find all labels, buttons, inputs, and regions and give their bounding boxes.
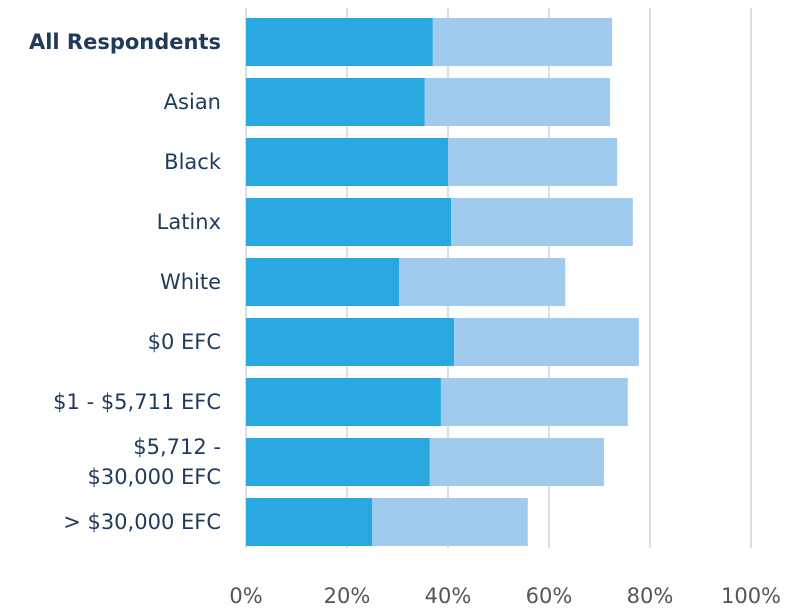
bar-segment	[246, 138, 448, 186]
x-tick-label: 0%	[229, 584, 262, 608]
bar-segment	[246, 258, 400, 306]
bar-segment	[424, 78, 611, 126]
bar-segment	[429, 438, 605, 486]
bar-segment	[246, 438, 430, 486]
category-label: $0 EFC	[147, 330, 221, 354]
bar-segment	[432, 18, 613, 66]
bar-segment	[246, 78, 425, 126]
category-label: > $30,000 EFC	[63, 510, 221, 534]
category-label: Black	[164, 150, 221, 174]
bar-segment	[440, 378, 628, 426]
category-label: Latinx	[156, 210, 221, 234]
category-label: Asian	[163, 90, 221, 114]
x-tick-label: 40%	[425, 584, 472, 608]
bar-segment	[246, 18, 433, 66]
bar-segment	[246, 318, 455, 366]
bar-segment	[246, 198, 452, 246]
x-tick-label: 80%	[627, 584, 674, 608]
bar-segment	[372, 498, 528, 546]
bar-segment	[448, 138, 618, 186]
x-tick-label: 20%	[324, 584, 371, 608]
category-label: $1 - $5,711 EFC	[53, 390, 221, 414]
bar-segment	[454, 318, 639, 366]
bar-segment	[399, 258, 566, 306]
category-label: White	[159, 270, 221, 294]
bar-segment	[246, 378, 441, 426]
category-label: $5,712 - $30,000 EFC	[87, 435, 221, 489]
x-tick-label: 100%	[721, 584, 781, 608]
category-label: All Respondents	[28, 30, 221, 54]
bar-segment	[246, 498, 373, 546]
x-tick-label: 60%	[526, 584, 573, 608]
bar-segment	[451, 198, 633, 246]
